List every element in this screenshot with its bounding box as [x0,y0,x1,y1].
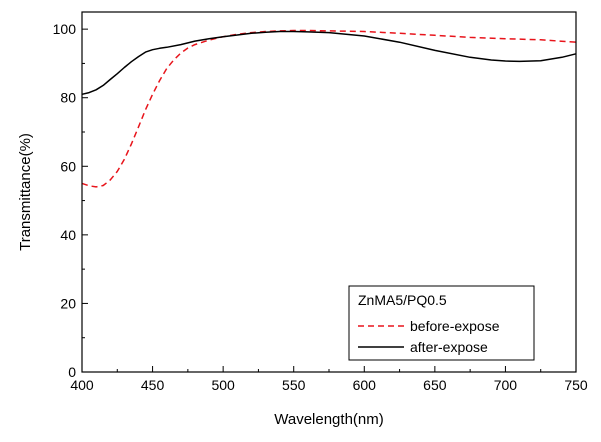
y-tick-label: 20 [60,295,76,311]
x-tick-label: 550 [282,377,306,393]
x-tick-label: 400 [70,377,94,393]
y-tick-label: 100 [53,21,77,37]
axis-ticks [81,28,577,373]
series-line-before-expose [81,29,577,188]
x-tick-label: 450 [141,377,165,393]
series-line-after-expose [81,30,577,96]
x-tick-label: 600 [353,377,377,393]
y-tick-label: 0 [68,364,76,380]
y-tick-label: 80 [60,90,76,106]
legend-label-after-expose: after-expose [410,339,488,355]
series-lines [81,29,577,188]
x-tick-label: 700 [494,377,518,393]
tick-labels: 400 450 500 550 600 650 700 750 0 20 40 60 80 100 [53,21,588,393]
y-tick-label: 40 [60,227,76,243]
legend-label-before-expose: before-expose [410,318,500,334]
x-tick-label: 750 [564,377,588,393]
x-axis-label: Wavelength(nm) [274,411,383,428]
y-tick-label: 60 [60,158,76,174]
x-tick-label: 650 [423,377,447,393]
legend: ZnMA5/PQ0.5 before-expose after-expose [348,285,535,361]
legend-title: ZnMA5/PQ0.5 [358,292,447,308]
x-tick-label: 500 [211,377,235,393]
y-axis-label: Transmittance(%) [17,133,34,251]
